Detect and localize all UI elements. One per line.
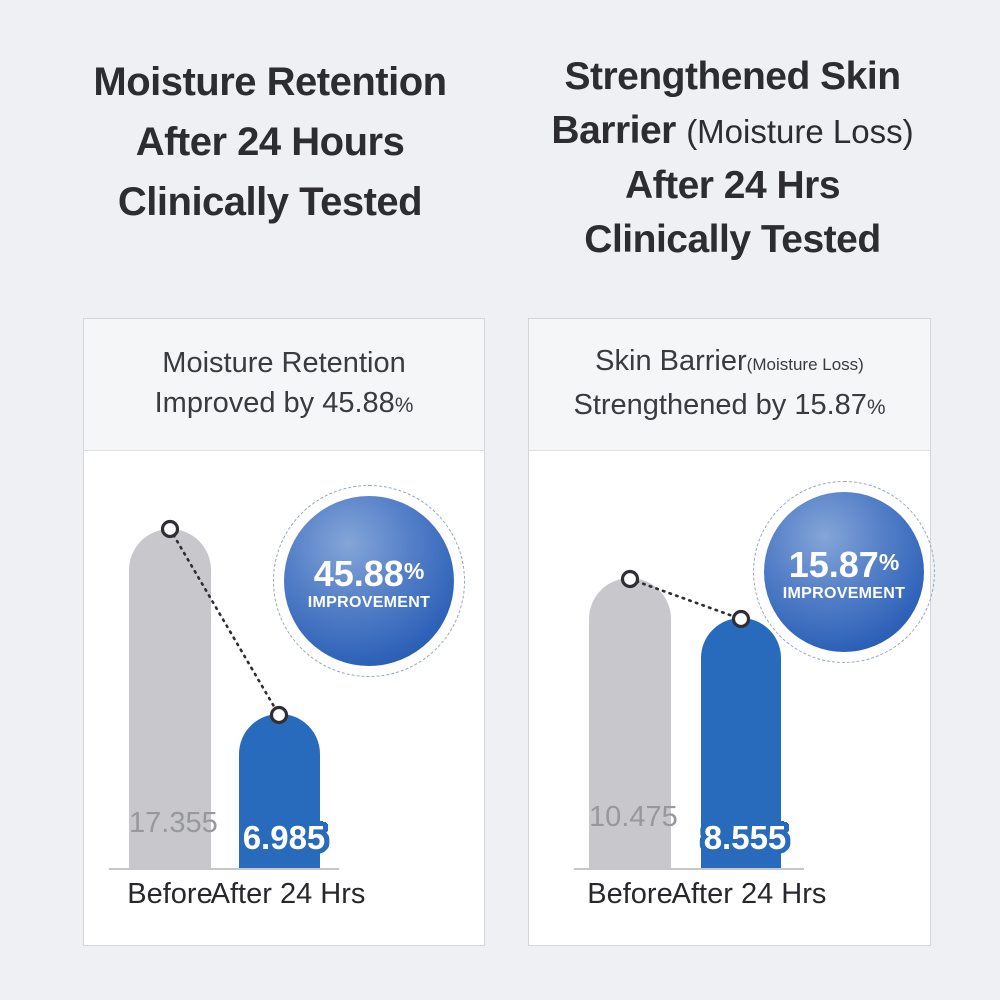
- moisture-retention-chart: 45.88% IMPROVEMENT 17.355 6.985 Before A…: [84, 451, 484, 945]
- right-card-header-percent: %: [866, 396, 886, 419]
- before-bar: [589, 578, 671, 869]
- data-point-marker: [620, 569, 640, 589]
- right-title-line-2: Barrier (Moisture Loss): [500, 104, 965, 159]
- right-card-header-note: (Moisture Loss): [746, 355, 864, 374]
- after-bar: [239, 714, 320, 869]
- right-title-barrier: Barrier: [551, 109, 676, 152]
- after-category-label: After 24 Hrs: [210, 878, 366, 910]
- right-main-title: Strengthened Skin Barrier (Moisture Loss…: [500, 50, 965, 267]
- badge-dashed-ring-icon: [273, 485, 465, 677]
- after-bar: [701, 618, 781, 869]
- before-category-label: Before: [587, 878, 673, 910]
- axis-baseline: [574, 868, 804, 870]
- left-main-title: Moisture Retention After 24 Hours Clinic…: [35, 52, 505, 232]
- right-card-header-line-1: Skin Barrier(Moisture Loss): [595, 341, 864, 385]
- right-title-moisture-loss-note: (Moisture Loss): [686, 113, 914, 150]
- connector-line: [628, 577, 743, 621]
- moisture-retention-card: Moisture Retention Improved by 45.88% 45…: [83, 318, 485, 946]
- right-card-header-title: Skin Barrier: [595, 345, 747, 377]
- left-card-header: Moisture Retention Improved by 45.88%: [84, 319, 484, 451]
- right-card-header-stat: Strengthened by 15.87: [573, 389, 867, 421]
- axis-baseline: [109, 868, 339, 870]
- left-title-line-3: Clinically Tested: [117, 180, 423, 224]
- after-category-label: After 24 Hrs: [671, 878, 827, 910]
- before-value-label: 17.355: [129, 807, 218, 839]
- connector-line: [168, 527, 281, 717]
- right-title-line-1: Strengthened Skin: [564, 55, 901, 98]
- left-title-line-2: After 24 Hours: [135, 120, 405, 164]
- right-card-header: Skin Barrier(Moisture Loss) Strengthened…: [529, 319, 930, 451]
- data-point-marker: [731, 609, 751, 629]
- after-value-label: 6.985: [242, 819, 326, 856]
- data-point-marker: [269, 705, 289, 725]
- badge-dashed-ring-icon: [753, 481, 935, 663]
- skin-barrier-card: Skin Barrier(Moisture Loss) Strengthened…: [528, 318, 935, 946]
- connector-overlay: [620, 569, 751, 629]
- improvement-badge: 45.88% IMPROVEMENT: [273, 485, 465, 677]
- left-card-header-line-2: Improved by 45.88%: [155, 383, 414, 426]
- improvement-badge: 15.87% IMPROVEMENT: [753, 481, 935, 663]
- left-card-header-stat: Improved by 45.88: [154, 387, 395, 419]
- left-card-header-line-1: Moisture Retention: [162, 347, 406, 379]
- left-title-line-1: Moisture Retention: [93, 60, 447, 104]
- right-title-line-4: Clinically Tested: [584, 218, 881, 261]
- skin-barrier-chart: 15.87% IMPROVEMENT 10.475 8.555 Before A…: [529, 451, 935, 945]
- right-title-line-3: After 24 Hrs: [624, 164, 841, 207]
- data-point-marker: [160, 519, 180, 539]
- before-value-label: 10.475: [589, 801, 678, 833]
- left-card-header-percent: %: [394, 394, 414, 417]
- right-card-header-line-2: Strengthened by 15.87%: [573, 385, 885, 428]
- before-category-label: Before: [127, 878, 213, 910]
- after-value-label: 8.555: [703, 819, 787, 856]
- before-bar: [129, 529, 211, 869]
- connector-overlay: [160, 519, 289, 725]
